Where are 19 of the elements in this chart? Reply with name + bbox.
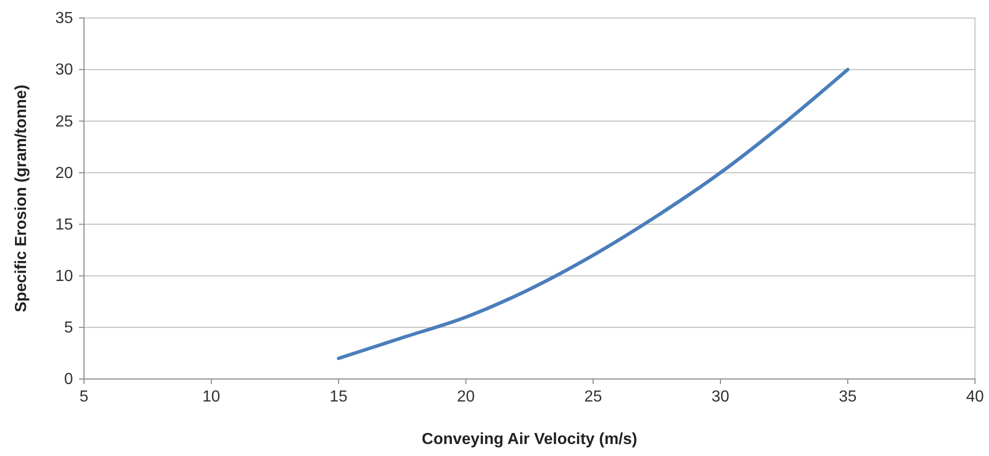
y-axis-title: Specific Erosion (gram/tonne) <box>13 84 30 312</box>
y-tick-label: 0 <box>64 371 74 388</box>
x-tick-label: 5 <box>80 388 89 406</box>
line-series <box>336 68 850 360</box>
y-tick-label: 30 <box>55 62 74 79</box>
y-tick-label: 20 <box>55 164 74 182</box>
x-tick-label: 20 <box>456 388 475 406</box>
x-axis-title: Conveying Air Velocity (m/s) <box>422 431 638 448</box>
x-tick-label: 35 <box>838 388 857 406</box>
x-tick-label: 15 <box>330 388 348 406</box>
y-tick-label: 10 <box>55 268 74 285</box>
x-tick-label: 10 <box>202 388 220 406</box>
y-tick-label: 15 <box>55 216 74 234</box>
y-tick-label: 25 <box>55 113 74 130</box>
x-tick-label: 30 <box>712 388 730 406</box>
y-tick-label: 5 <box>64 320 74 337</box>
y-tick-label: 35 <box>55 10 74 28</box>
x-tick-label: 40 <box>966 388 984 406</box>
x-tick-label: 25 <box>584 388 602 406</box>
